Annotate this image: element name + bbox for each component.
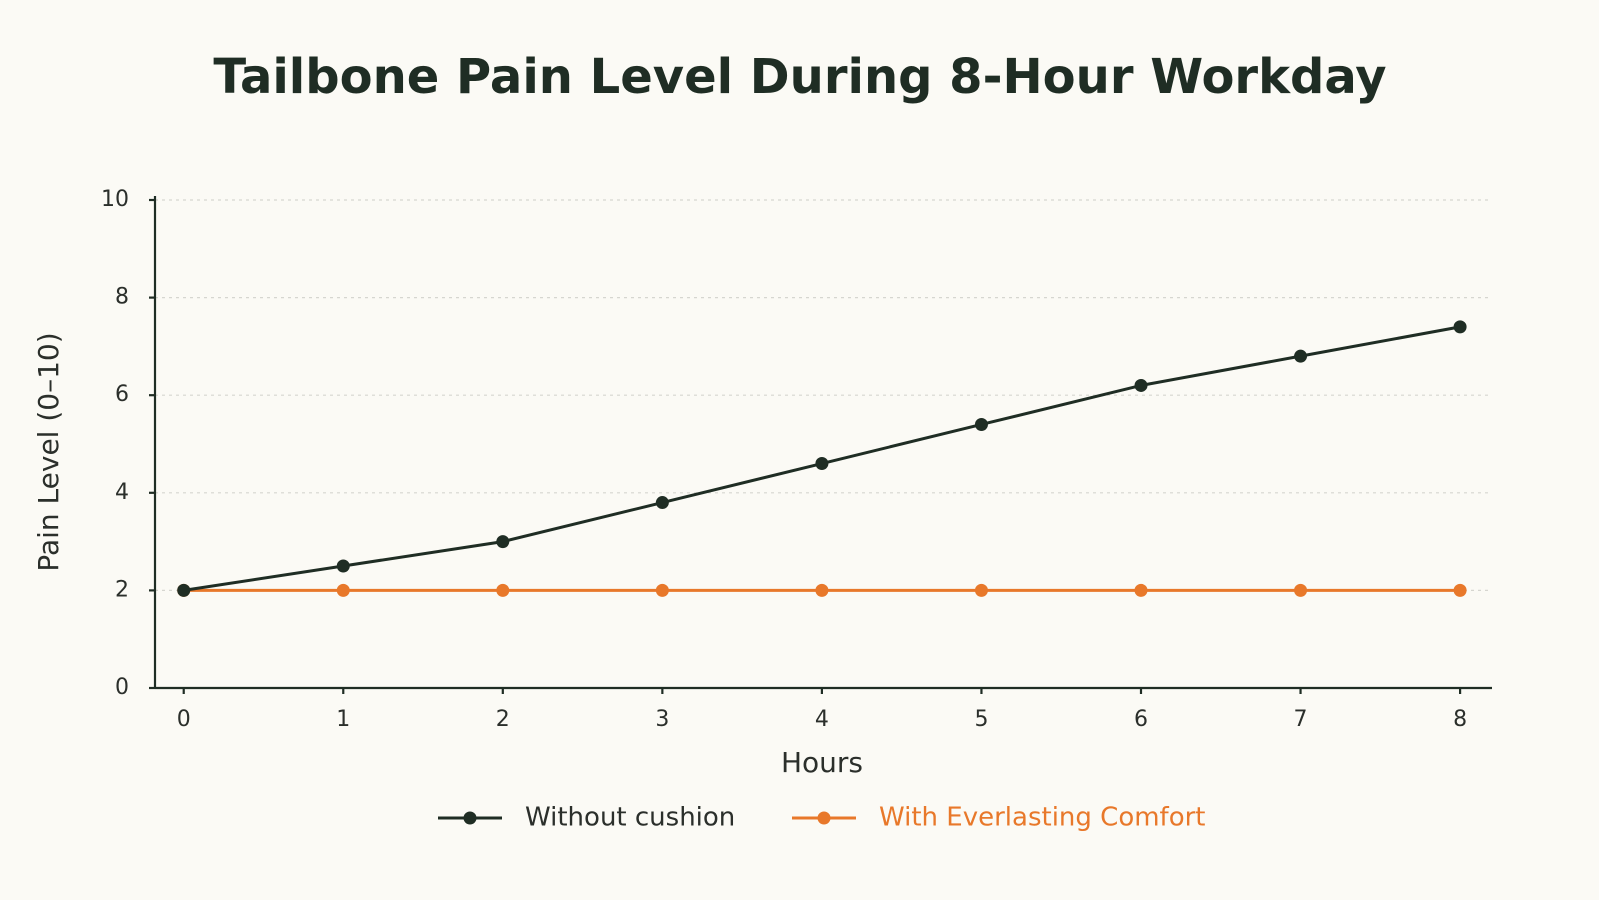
data-point [815, 457, 829, 471]
data-point [1134, 583, 1148, 597]
x-tick-label: 7 [1294, 707, 1308, 732]
data-point [496, 535, 510, 549]
x-tick-label: 6 [1134, 707, 1148, 732]
chart-title: Tailbone Pain Level During 8-Hour Workda… [213, 49, 1386, 105]
data-point [815, 583, 829, 597]
legend-label: With Everlasting Comfort [879, 803, 1206, 833]
data-point [336, 559, 350, 573]
data-point [1453, 583, 1467, 597]
data-point [1294, 349, 1308, 363]
data-point [336, 583, 350, 597]
y-tick-label: 10 [101, 187, 129, 212]
x-tick-label: 3 [655, 707, 669, 732]
data-point [655, 583, 669, 597]
legend-marker [817, 811, 831, 825]
y-axis-title: Pain Level (0–10) [32, 332, 65, 571]
legend-marker [463, 811, 477, 825]
y-tick-label: 4 [115, 480, 129, 505]
y-tick-label: 2 [115, 577, 129, 602]
data-point [655, 496, 669, 510]
data-point [496, 583, 510, 597]
x-tick-label: 0 [177, 707, 191, 732]
data-point [177, 583, 191, 597]
y-tick-label: 0 [115, 675, 129, 700]
y-tick-label: 8 [115, 285, 129, 310]
x-tick-label: 4 [815, 707, 829, 732]
x-tick-label: 5 [974, 707, 988, 732]
y-tick-label: 6 [115, 382, 129, 407]
x-tick-label: 8 [1453, 707, 1467, 732]
data-point [974, 583, 988, 597]
data-point [1294, 583, 1308, 597]
legend-label: Without cushion [525, 803, 735, 833]
data-point [974, 417, 988, 431]
data-point [1453, 320, 1467, 334]
x-tick-label: 2 [496, 707, 510, 732]
data-point [1134, 378, 1148, 392]
x-axis-title: Hours [781, 746, 863, 779]
x-tick-label: 1 [336, 707, 350, 732]
